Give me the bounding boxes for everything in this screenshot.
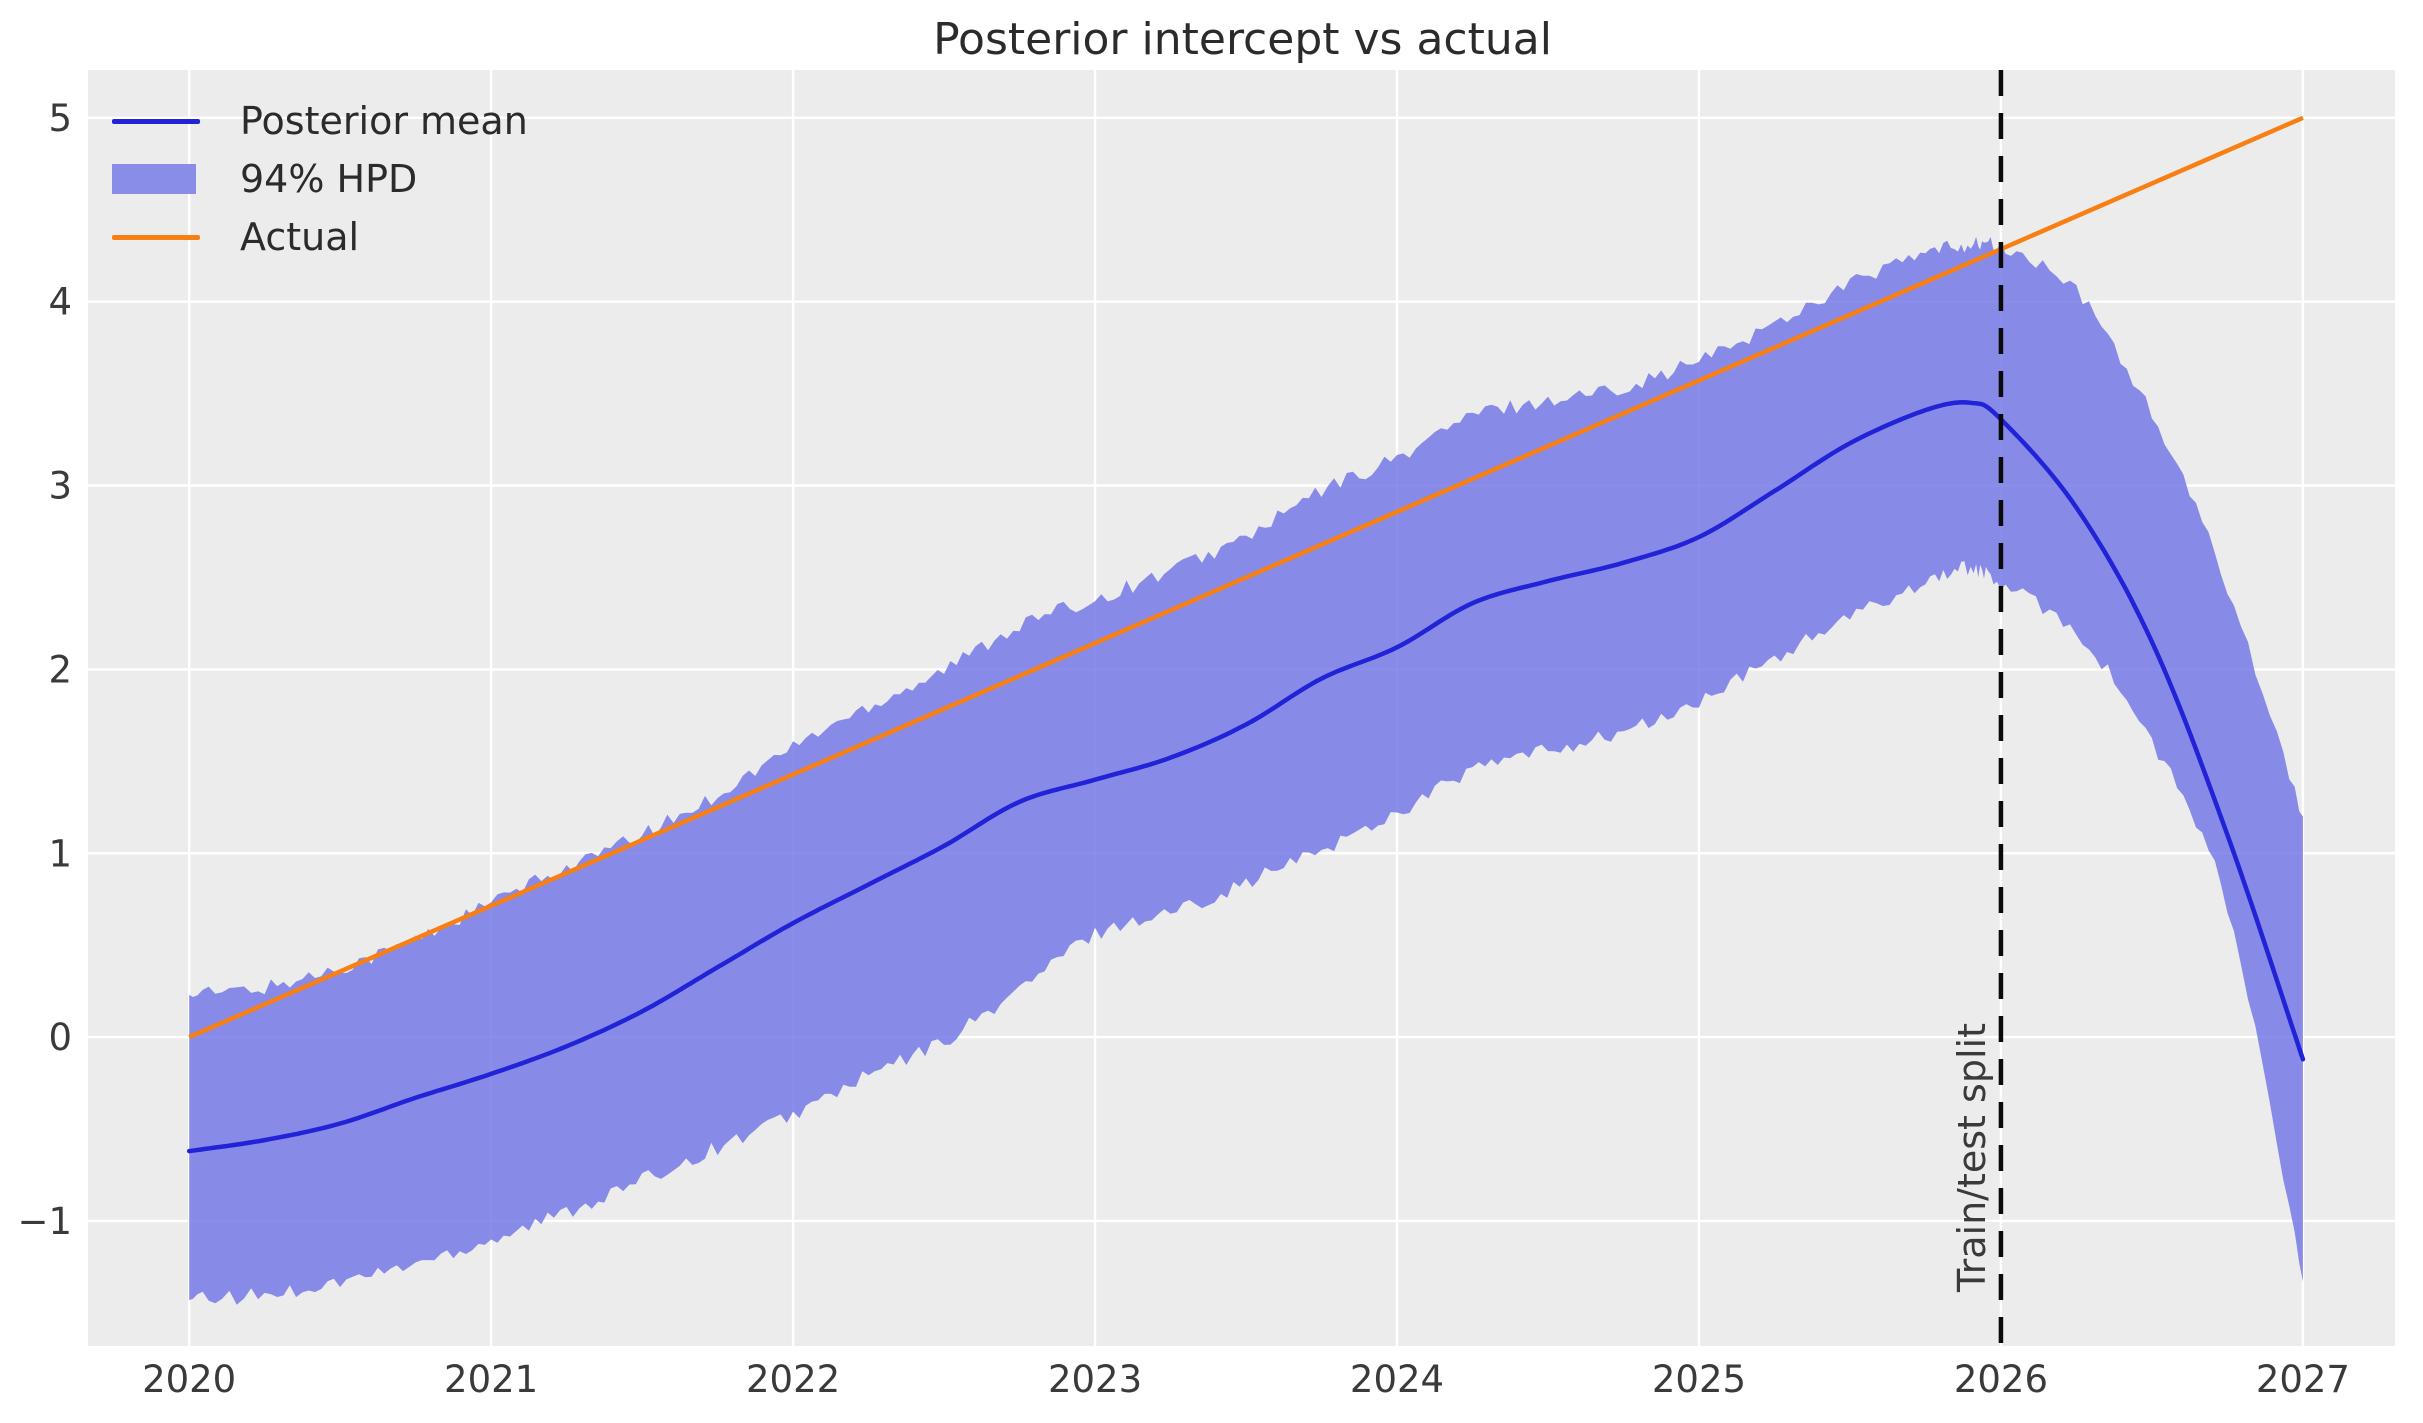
actual-line (188, 115, 2304, 1040)
y-tick-label: 0 (48, 1016, 72, 1059)
chart-title: Posterior intercept vs actual (933, 14, 1552, 65)
x-tick-label: 2025 (1652, 1358, 1746, 1401)
y-tick-label: 1 (48, 832, 72, 875)
train-test-split-label: Train/test split (1950, 1023, 1994, 1293)
x-tick-label: 2024 (1350, 1358, 1444, 1401)
legend-label: Posterior mean (240, 99, 528, 143)
legend-item-actual: Actual (112, 208, 528, 266)
y-tick-label: −1 (17, 1200, 72, 1243)
legend-item-posterior-mean: Posterior mean (112, 92, 528, 150)
y-tick-label: 2 (48, 648, 72, 691)
posterior-mean-line (186, 400, 2306, 1154)
x-tick-label: 2022 (746, 1358, 840, 1401)
legend-label: Actual (240, 215, 360, 259)
legend: Posterior mean 94% HPD Actual (112, 92, 528, 266)
hpd-band-patch-swatch (112, 164, 204, 194)
x-tick-label: 2021 (444, 1358, 538, 1401)
x-tick-label: 2026 (1954, 1358, 2048, 1401)
legend-item-hpd-band: 94% HPD (112, 150, 528, 208)
y-tick-label: 3 (48, 465, 72, 508)
y-tick-label: 5 (48, 97, 72, 140)
x-tick-label: 2027 (2256, 1358, 2350, 1401)
actual-line-swatch (112, 234, 204, 240)
hpd-band (189, 236, 2303, 1305)
x-tick-label: 2020 (142, 1358, 236, 1401)
y-tick-label: 4 (48, 281, 72, 324)
x-tick-label: 2023 (1048, 1358, 1142, 1401)
legend-label: 94% HPD (240, 157, 418, 201)
posterior-mean-line-swatch (112, 118, 204, 124)
